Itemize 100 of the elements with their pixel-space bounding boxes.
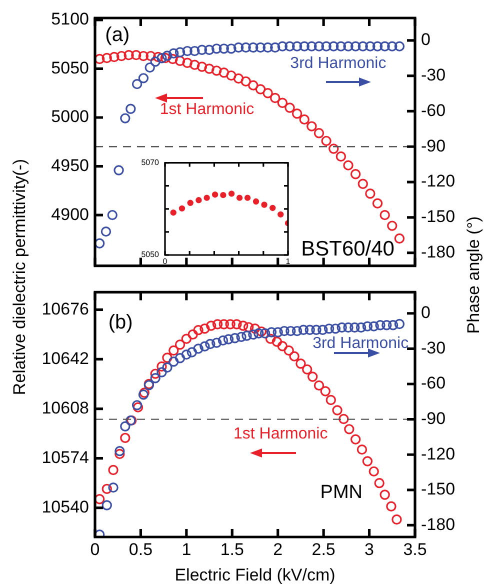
point: [174, 56, 186, 66]
point: [358, 41, 368, 52]
point: [380, 490, 390, 500]
point: [181, 334, 192, 344]
point: [302, 364, 312, 375]
point: [372, 41, 383, 52]
point: [336, 41, 346, 52]
point: [338, 414, 349, 424]
y-tick-label: 10676: [42, 299, 89, 318]
point: [168, 345, 179, 356]
y2-tick-label: -120: [421, 444, 456, 464]
x-tick-label: 3.5: [403, 540, 427, 559]
point: [102, 52, 112, 64]
point: [314, 380, 324, 391]
point: [394, 233, 405, 244]
point: [200, 341, 210, 352]
point: [108, 482, 118, 493]
x-tick-label: 2.5: [312, 540, 336, 559]
point: [170, 209, 176, 216]
point: [254, 328, 264, 338]
point: [365, 188, 376, 199]
point: [318, 324, 328, 335]
point: [248, 42, 258, 53]
point: [321, 41, 332, 52]
point: [256, 326, 266, 337]
y-tick-label: 4950: [51, 156, 89, 175]
point: [187, 200, 194, 206]
y2-tick-label: -120: [421, 172, 456, 191]
point: [368, 321, 379, 332]
point: [356, 444, 368, 455]
point: [284, 41, 295, 52]
point: [286, 326, 296, 336]
y2-axis-title: Phase angle (°): [464, 215, 484, 336]
point: [126, 104, 136, 114]
point: [343, 160, 354, 170]
point: [131, 50, 142, 60]
point: [160, 52, 170, 64]
point: [196, 44, 208, 55]
point: [343, 322, 354, 333]
point: [100, 226, 112, 237]
point: [174, 353, 186, 364]
y2-tick-label: -90: [421, 136, 446, 156]
point: [350, 41, 361, 52]
y-tick-label: 10608: [42, 398, 89, 418]
point: [304, 324, 315, 335]
point: [95, 494, 105, 504]
point: [223, 334, 234, 344]
point: [144, 62, 155, 73]
point: [174, 47, 186, 58]
y-tick-label: 5070: [141, 158, 160, 168]
point: [196, 197, 202, 204]
point: [232, 319, 242, 330]
point: [212, 192, 218, 198]
point: [204, 64, 214, 74]
point: [388, 320, 398, 330]
point: [225, 319, 236, 330]
point: [356, 322, 366, 333]
series-label: 3rd Harmonic: [290, 55, 386, 72]
point: [168, 48, 179, 58]
point: [193, 344, 204, 354]
point: [299, 41, 310, 52]
point: [386, 501, 396, 512]
point: [204, 44, 214, 55]
point: [320, 386, 330, 396]
point: [212, 66, 222, 76]
series-label: 3rd Harmonic: [312, 335, 409, 352]
point: [212, 319, 223, 330]
y2-tick-label: -150: [421, 207, 456, 226]
point: [362, 456, 373, 466]
point: [226, 70, 236, 81]
point: [284, 345, 294, 356]
point: [190, 60, 200, 70]
point: [193, 324, 204, 336]
point: [95, 238, 105, 248]
point: [343, 41, 354, 52]
point: [156, 367, 167, 378]
point: [252, 198, 260, 205]
point: [240, 76, 251, 87]
point: [114, 446, 125, 456]
x-tick-label: 3: [364, 540, 374, 559]
x-tick-label: 1.5: [220, 540, 244, 559]
point: [336, 322, 347, 333]
point: [230, 333, 240, 344]
point: [138, 73, 149, 84]
point: [344, 424, 354, 434]
point: [314, 41, 324, 52]
point: [233, 73, 244, 84]
x-axis-title: Electric Field (kV/cm): [174, 565, 336, 584]
point: [394, 41, 405, 52]
point: [261, 202, 268, 208]
point: [260, 328, 270, 338]
point: [321, 136, 332, 146]
point: [236, 194, 243, 201]
point: [206, 320, 216, 331]
point: [162, 362, 172, 373]
point: [270, 204, 276, 212]
point: [114, 448, 125, 460]
point: [358, 178, 368, 189]
point: [152, 52, 164, 62]
point: [298, 324, 309, 335]
